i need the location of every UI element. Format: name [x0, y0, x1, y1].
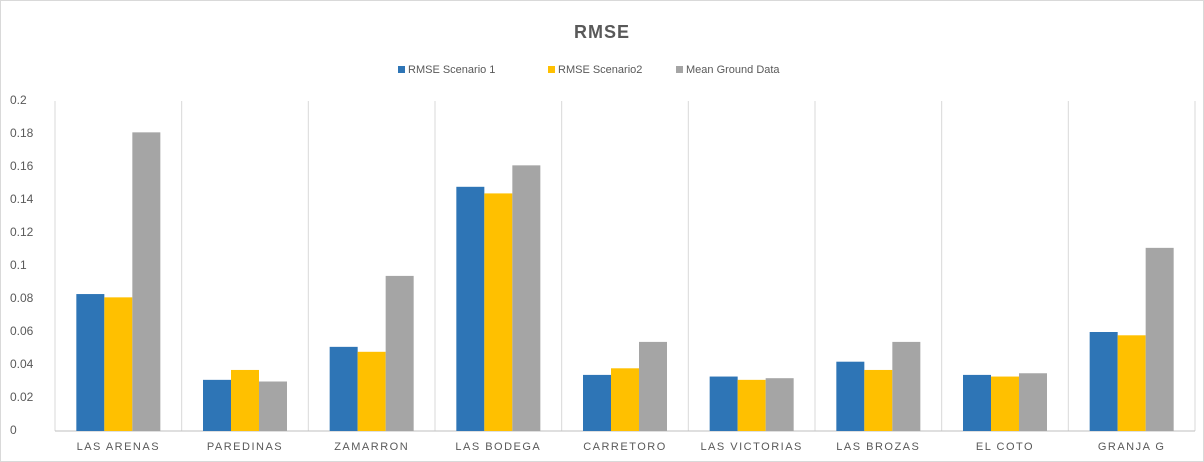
y-tick-label: 0.06	[10, 324, 34, 338]
bar	[963, 374, 991, 431]
x-tick-label: LAS VICTORIAS	[700, 441, 802, 453]
x-tick-label: LAS BODEGA	[455, 441, 541, 453]
x-tick-label: LAS ARENAS	[77, 441, 160, 453]
bar	[456, 186, 485, 431]
y-tick-label: 0.2	[10, 93, 27, 107]
y-tick-label: 0.1	[10, 258, 27, 272]
x-tick-label: ZAMARRON	[334, 441, 409, 453]
y-tick-label: 0.14	[10, 192, 34, 206]
bar	[1117, 335, 1146, 431]
legend-label: RMSE Scenario 1	[408, 64, 495, 76]
legend-swatch	[398, 66, 405, 73]
bar	[1019, 373, 1047, 431]
bar	[357, 351, 386, 431]
bar	[259, 381, 287, 431]
bar	[104, 297, 133, 431]
bar	[737, 379, 766, 431]
y-tick-label: 0.18	[10, 126, 34, 140]
bar	[836, 361, 865, 431]
bar	[892, 341, 921, 431]
bar	[1145, 247, 1174, 431]
legend-label: RMSE Scenario2	[558, 64, 642, 76]
bar	[203, 379, 231, 431]
bar	[709, 376, 738, 431]
bar	[639, 341, 667, 431]
x-tick-label: EL COTO	[976, 441, 1034, 453]
bar	[329, 346, 358, 431]
y-tick-label: 0.16	[10, 159, 34, 173]
bar	[385, 275, 414, 431]
bar	[765, 378, 794, 431]
x-tick-label: PAREDINAS	[207, 441, 283, 453]
bar	[611, 368, 639, 431]
legend-swatch	[676, 66, 683, 73]
bar	[512, 165, 541, 431]
chart-title: RMSE	[574, 22, 630, 42]
y-tick-label: 0.02	[10, 390, 34, 404]
bar	[583, 374, 611, 431]
bar	[76, 294, 105, 431]
bar	[991, 376, 1019, 431]
y-tick-label: 0	[10, 423, 17, 437]
legend-label: Mean Ground Data	[686, 64, 780, 76]
bar	[484, 193, 513, 431]
x-tick-label: LAS BROZAS	[836, 441, 920, 453]
y-tick-label: 0.08	[10, 291, 34, 305]
y-tick-label: 0.12	[10, 225, 34, 239]
legend-swatch	[548, 66, 555, 73]
x-tick-label: CARRETORO	[583, 441, 667, 453]
x-tick-label: GRANJA G	[1098, 441, 1166, 453]
bar	[132, 132, 161, 431]
bar	[864, 369, 893, 431]
y-tick-label: 0.04	[10, 357, 34, 371]
bar	[231, 369, 259, 431]
bar	[1089, 332, 1118, 431]
